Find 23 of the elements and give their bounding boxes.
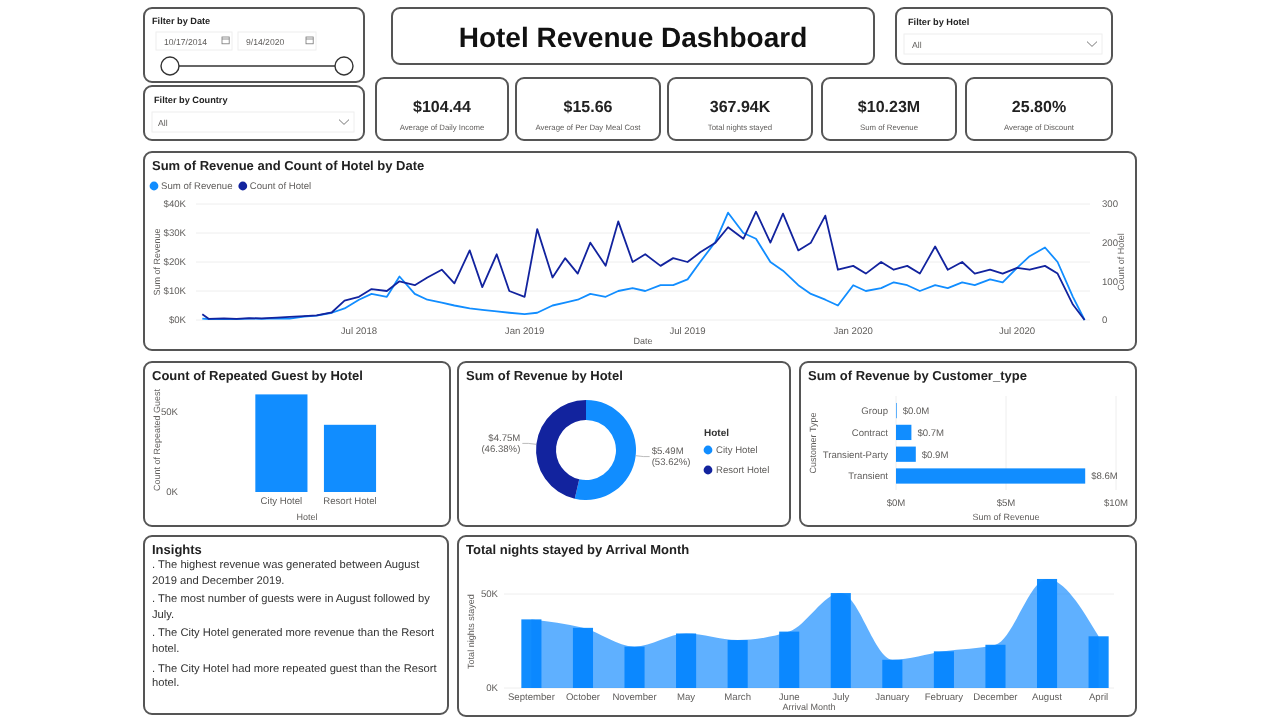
text: $10.23M [857, 98, 921, 116]
bar [624, 646, 645, 688]
bar [676, 633, 697, 688]
bar [521, 619, 542, 688]
bar [779, 631, 800, 688]
bar [896, 446, 916, 462]
text: 25.80% [1011, 98, 1067, 116]
bar [1088, 636, 1109, 688]
bar [985, 644, 1006, 688]
bar [727, 640, 748, 688]
bar [572, 627, 594, 688]
bar [830, 593, 851, 688]
donut-slice [574, 400, 636, 500]
bar [1036, 578, 1058, 688]
bar [933, 651, 954, 688]
text: Hotel Revenue Dashboard [458, 21, 808, 53]
donut-slice [536, 400, 586, 499]
bar [882, 659, 903, 688]
bar [896, 468, 1086, 484]
text: $15.66 [563, 98, 614, 116]
bar [896, 424, 912, 441]
text: $104.44 [413, 98, 473, 116]
text: 367.94K [709, 98, 771, 116]
